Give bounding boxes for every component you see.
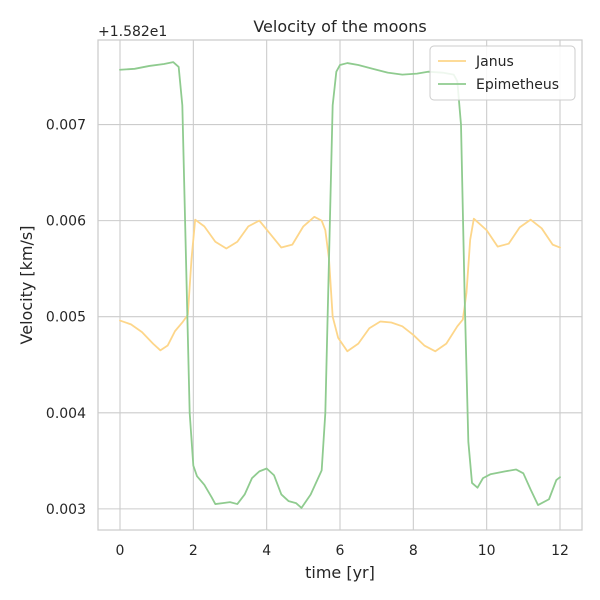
x-tick-labels: 0 2 4 6 8 10 12	[116, 543, 569, 559]
y-tick-label: 0.005	[46, 310, 86, 326]
y-offset-label: +1.582e1	[98, 24, 167, 40]
x-tick-label: 8	[409, 543, 418, 559]
series-line-janus	[119, 215, 561, 353]
grid	[98, 40, 582, 530]
x-tick-label: 4	[262, 543, 271, 559]
legend-label-janus: Janus	[475, 54, 514, 70]
x-tick-label: 10	[478, 543, 496, 559]
y-axis-label: Velocity [km/s]	[17, 226, 36, 345]
plot-frame	[97, 39, 583, 531]
x-tick-label: 0	[116, 543, 125, 559]
legend-box	[429, 45, 576, 101]
legend: Janus Epimetheus	[429, 45, 576, 101]
series-lines	[119, 61, 561, 509]
y-tick-label: 0.006	[46, 214, 86, 230]
y-tick-label: 0.007	[46, 118, 86, 134]
chart-title: Velocity of the moons	[253, 17, 426, 36]
series-line-epimetheus	[119, 61, 561, 509]
x-tick-label: 12	[551, 543, 569, 559]
x-tick-label: 2	[189, 543, 198, 559]
y-tick-label: 0.003	[46, 502, 86, 518]
y-tick-labels: 0.003 0.004 0.005 0.006 0.007	[46, 118, 86, 518]
x-axis-label: time [yr]	[305, 563, 375, 582]
x-tick-label: 6	[336, 543, 345, 559]
legend-label-epimetheus: Epimetheus	[476, 77, 559, 93]
y-tick-label: 0.004	[46, 406, 86, 422]
